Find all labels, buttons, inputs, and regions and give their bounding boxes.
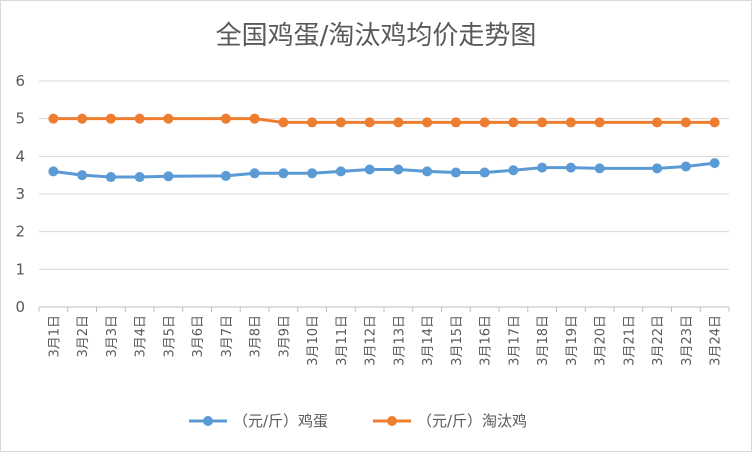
x-tick-label: 3月7日 [220, 315, 235, 358]
x-tick-label: 3月6日 [191, 315, 206, 358]
data-point [249, 113, 260, 124]
y-tick-label: 4 [15, 147, 25, 165]
data-point [77, 170, 88, 181]
data-point [307, 168, 318, 179]
data-point [422, 166, 433, 177]
data-point [508, 165, 519, 176]
series-line [53, 117, 715, 124]
x-tick-label: 3月1日 [47, 315, 62, 358]
data-point [393, 117, 404, 128]
series-line [53, 161, 715, 179]
y-tick-label: 0 [15, 298, 25, 316]
data-point [134, 113, 145, 124]
x-tick-label: 3月24日 [709, 315, 724, 366]
x-tick-label: 3月10日 [306, 315, 321, 366]
series-1 [48, 158, 720, 183]
series-group [48, 113, 720, 183]
data-point [163, 171, 174, 182]
legend-marker [203, 416, 213, 426]
data-point [335, 117, 346, 128]
data-point [709, 158, 720, 169]
data-point [220, 170, 231, 181]
data-point [105, 172, 116, 183]
data-point [508, 117, 519, 128]
y-tick-label: 5 [15, 110, 25, 128]
data-point [77, 113, 88, 124]
data-point [393, 164, 404, 175]
x-tick-label: 3月13日 [392, 315, 407, 366]
x-tick-label: 3月21日 [622, 315, 637, 366]
x-tick-label: 3月12日 [364, 315, 379, 366]
data-point [307, 117, 318, 128]
chart-title: 全国鸡蛋/淘汰鸡均价走势图 [215, 21, 537, 51]
y-axis: 0 1 2 3 4 5 6 [15, 72, 25, 316]
x-tick-label: 3月2日 [76, 315, 91, 358]
data-point [163, 113, 174, 124]
x-tick-label: 3月22日 [651, 315, 666, 366]
y-tick-label: 1 [15, 260, 25, 278]
data-point [565, 162, 576, 173]
x-axis: 3月1日 3月2日 3月3日 3月4日 3月5日 3月6日 3月7日 3月8日 3月9日 3月10… [38, 307, 730, 366]
y-tick-label: 6 [15, 72, 25, 90]
data-point [709, 117, 720, 128]
data-point [680, 117, 691, 128]
data-point [652, 163, 663, 174]
x-tick-label: 3月15日 [450, 315, 465, 366]
y-tick-label: 3 [15, 185, 25, 203]
data-point [105, 113, 116, 124]
data-point [450, 167, 461, 178]
x-tick-label: 3月5日 [162, 315, 177, 358]
x-tick-label: 3月8日 [249, 315, 264, 358]
data-point [450, 117, 461, 128]
data-point [335, 166, 346, 177]
data-point [278, 168, 289, 179]
data-point [594, 163, 605, 174]
x-tick-label: 3月17日 [507, 315, 522, 366]
legend-label: （元/斤）鸡蛋 [233, 412, 328, 430]
data-point [565, 117, 576, 128]
legend-label: （元/斤）淘汰鸡 [417, 412, 527, 430]
x-tick-label: 3月9日 [277, 315, 292, 358]
x-tick-label: 3月3日 [105, 315, 120, 358]
data-point [479, 117, 490, 128]
data-point [479, 167, 490, 178]
data-point [537, 162, 548, 173]
x-tick-label: 3月11日 [335, 315, 350, 366]
x-tick-label: 3月4日 [134, 315, 149, 358]
data-point [422, 117, 433, 128]
y-tick-label: 2 [15, 223, 25, 241]
x-tick-label: 3月14日 [421, 315, 436, 366]
data-point [537, 117, 548, 128]
x-tick-label: 3月16日 [479, 315, 494, 366]
data-point [364, 164, 375, 175]
data-point [249, 168, 260, 179]
legend: （元/斤）鸡蛋 （元/斤）淘汰鸡 [189, 412, 527, 430]
data-point [594, 117, 605, 128]
data-point [364, 117, 375, 128]
series-2 [48, 113, 720, 128]
x-tick-label: 3月19日 [565, 315, 580, 366]
data-point [48, 166, 59, 177]
x-tick-label: 3月23日 [680, 315, 695, 366]
data-point [48, 113, 59, 124]
x-tick-label: 3月20日 [594, 315, 609, 366]
x-tick-label: 3月18日 [536, 315, 551, 366]
data-point [680, 161, 691, 172]
data-point [134, 172, 145, 183]
data-point [220, 113, 231, 124]
data-point [652, 117, 663, 128]
data-point [278, 117, 289, 128]
legend-marker [387, 416, 397, 426]
